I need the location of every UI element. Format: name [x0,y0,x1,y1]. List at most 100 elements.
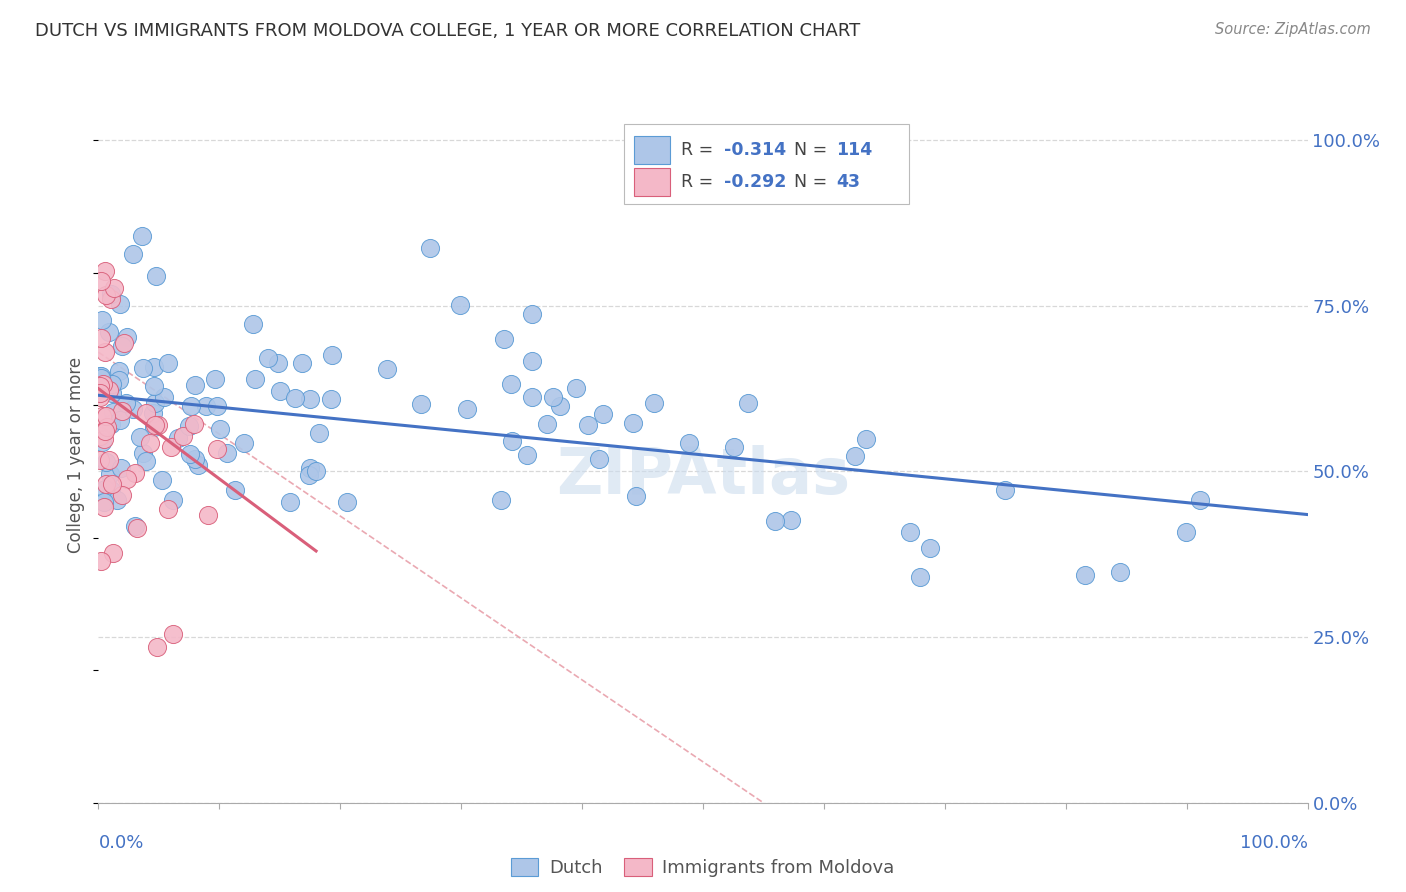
Point [576,418,599,433]
Point [108,363,131,377]
Point [177,418,200,433]
Point [242,317,264,331]
Point [94,345,117,359]
Point [115,396,138,410]
Legend: Dutch, Immigrants from Moldova: Dutch, Immigrants from Moldova [505,850,901,884]
Point [172,429,194,443]
Point [592,407,614,421]
Point [918,541,941,556]
Point [124,519,146,533]
Point [737,395,759,409]
Point [449,298,471,312]
Point [501,376,523,391]
Point [96,377,118,392]
Point [336,495,359,509]
Point [215,446,238,460]
Point [100,286,122,301]
Point [110,297,132,311]
Point [98,383,121,397]
Text: 114: 114 [837,141,872,159]
Point [108,373,131,387]
Point [624,489,647,503]
Text: -0.292: -0.292 [724,173,786,191]
Point [1073,568,1095,582]
FancyBboxPatch shape [624,124,908,204]
Point [321,392,343,406]
Text: ZIPAtlas: ZIPAtlas [555,445,851,507]
Point [1189,493,1212,508]
Point [100,483,122,498]
Point [100,292,122,306]
Point [284,391,307,405]
Point [411,397,433,411]
Point [375,362,398,376]
Point [121,402,143,417]
Point [162,627,184,641]
Bar [634,136,671,164]
Point [305,464,328,478]
Point [184,378,207,392]
Point [308,426,330,441]
Point [90,382,112,396]
Point [132,446,155,460]
Point [97,383,120,397]
Point [456,402,478,417]
Point [291,356,314,370]
Point [139,436,162,450]
Point [105,492,128,507]
Point [128,430,150,444]
Text: DUTCH VS IMMIGRANTS FROM MOLDOVA COLLEGE, 1 YEAR OR MORE CORRELATION CHART: DUTCH VS IMMIGRANTS FROM MOLDOVA COLLEGE… [35,22,860,40]
Point [267,356,290,370]
Point [90,409,112,423]
Point [143,419,166,434]
Point [195,399,218,413]
Point [522,308,544,322]
Point [501,434,523,449]
Point [536,417,558,431]
Point [96,455,118,469]
Point [780,513,803,527]
Point [278,494,301,508]
Point [180,399,202,413]
Point [94,409,117,424]
Point [419,241,441,255]
Point [183,452,205,467]
Point [94,264,117,278]
Point [156,501,179,516]
Point [94,477,117,491]
Point [205,399,228,413]
Point [224,483,246,498]
Point [1174,525,1197,540]
Point [89,429,111,443]
Point [90,371,112,385]
Point [89,452,111,467]
Point [257,351,280,365]
Point [90,368,112,383]
Point [187,458,209,473]
Point [111,404,134,418]
Point [153,390,176,404]
Point [93,500,115,514]
Text: Source: ZipAtlas.com: Source: ZipAtlas.com [1215,22,1371,37]
Point [111,488,134,502]
Point [125,521,148,535]
Text: N =: N = [793,141,832,159]
Point [516,448,538,462]
Point [298,468,321,483]
Point [100,377,122,392]
Point [142,406,165,420]
Point [146,418,169,433]
Point [131,229,153,244]
Point [91,376,114,391]
Text: R =: R = [682,141,718,159]
Point [183,417,205,432]
Point [98,453,121,467]
Point [93,432,115,446]
Point [179,447,201,461]
Point [146,640,169,655]
Point [90,554,112,568]
Point [93,482,115,496]
Point [520,354,543,368]
Point [157,356,180,370]
Point [543,390,565,404]
